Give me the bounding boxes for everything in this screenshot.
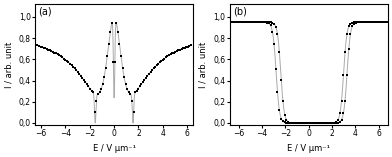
Y-axis label: I / arb. unit: I / arb. unit xyxy=(4,41,13,88)
Y-axis label: I / arb. unit: I / arb. unit xyxy=(199,41,208,88)
Text: (b): (b) xyxy=(233,7,247,17)
X-axis label: E / V μm⁻¹: E / V μm⁻¹ xyxy=(287,144,330,153)
Text: (a): (a) xyxy=(38,7,52,17)
X-axis label: E / V μm⁻¹: E / V μm⁻¹ xyxy=(93,144,136,153)
